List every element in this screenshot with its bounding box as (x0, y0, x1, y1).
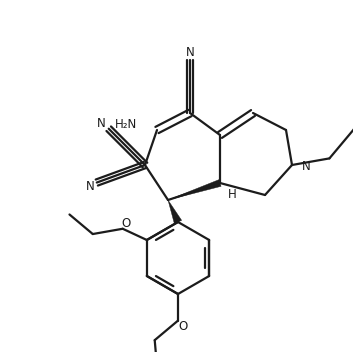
Text: O: O (178, 320, 188, 333)
Text: N: N (186, 46, 195, 59)
Text: N: N (302, 161, 311, 174)
Text: H₂N: H₂N (115, 118, 137, 131)
Polygon shape (168, 180, 221, 200)
Text: O: O (121, 217, 130, 230)
Text: N: N (97, 117, 106, 130)
Text: N: N (85, 180, 94, 193)
Text: H: H (228, 189, 237, 201)
Polygon shape (168, 200, 182, 224)
